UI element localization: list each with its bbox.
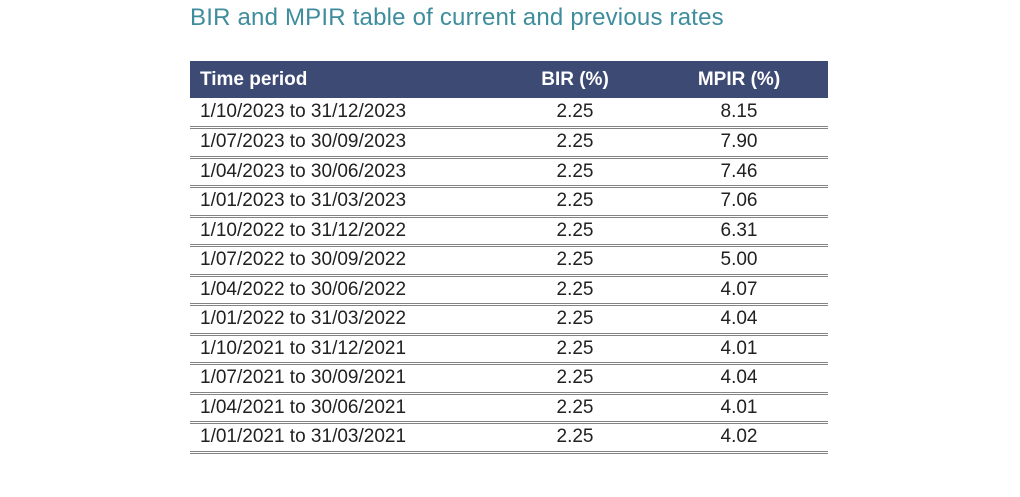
- cell-mpir: 6.31: [650, 216, 828, 247]
- column-header-time-period: Time period: [190, 61, 500, 98]
- cell-mpir: 4.07: [650, 275, 828, 306]
- cell-mpir: 4.01: [650, 393, 828, 424]
- cell-bir: 2.25: [500, 334, 650, 365]
- cell-time-period: 1/01/2023 to 31/03/2023: [190, 186, 500, 218]
- cell-bir: 2.25: [500, 186, 650, 218]
- table-row: 1/10/2023 to 31/12/2023 2.25 8.15: [190, 98, 828, 129]
- table-row: 1/01/2021 to 31/03/2021 2.25 4.02: [190, 422, 828, 454]
- cell-bir: 2.25: [500, 127, 650, 159]
- table-row: 1/10/2021 to 31/12/2021 2.25 4.01: [190, 334, 828, 365]
- cell-bir: 2.25: [500, 393, 650, 424]
- cell-mpir: 8.15: [650, 98, 828, 129]
- table-row: 1/04/2022 to 30/06/2022 2.25 4.07: [190, 275, 828, 306]
- table-header-row: Time period BIR (%) MPIR (%): [190, 61, 828, 98]
- page-title: BIR and MPIR table of current and previo…: [190, 4, 724, 31]
- cell-bir: 2.25: [500, 157, 650, 188]
- table-header: Time period BIR (%) MPIR (%): [190, 61, 828, 98]
- table-row: 1/01/2023 to 31/03/2023 2.25 7.06: [190, 186, 828, 218]
- cell-time-period: 1/04/2022 to 30/06/2022: [190, 275, 500, 306]
- cell-time-period: 1/07/2022 to 30/09/2022: [190, 245, 500, 277]
- table-row: 1/07/2022 to 30/09/2022 2.25 5.00: [190, 245, 828, 277]
- cell-mpir: 7.90: [650, 127, 828, 159]
- cell-time-period: 1/07/2023 to 30/09/2023: [190, 127, 500, 159]
- cell-mpir: 4.01: [650, 334, 828, 365]
- cell-bir: 2.25: [500, 98, 650, 129]
- table-row: 1/01/2022 to 31/03/2022 2.25 4.04: [190, 304, 828, 336]
- cell-bir: 2.25: [500, 422, 650, 454]
- table-row: 1/07/2021 to 30/09/2021 2.25 4.04: [190, 363, 828, 395]
- cell-time-period: 1/04/2021 to 30/06/2021: [190, 393, 500, 424]
- cell-bir: 2.25: [500, 363, 650, 395]
- cell-time-period: 1/04/2023 to 30/06/2023: [190, 157, 500, 188]
- table-row: 1/10/2022 to 31/12/2022 2.25 6.31: [190, 216, 828, 247]
- cell-bir: 2.25: [500, 245, 650, 277]
- cell-time-period: 1/10/2021 to 31/12/2021: [190, 334, 500, 365]
- cell-mpir: 4.04: [650, 363, 828, 395]
- cell-time-period: 1/07/2021 to 30/09/2021: [190, 363, 500, 395]
- cell-mpir: 5.00: [650, 245, 828, 277]
- cell-bir: 2.25: [500, 275, 650, 306]
- rates-table: Time period BIR (%) MPIR (%) 1/10/2023 t…: [190, 61, 828, 454]
- column-header-bir: BIR (%): [500, 61, 650, 98]
- cell-mpir: 7.46: [650, 157, 828, 188]
- cell-time-period: 1/10/2023 to 31/12/2023: [190, 98, 500, 129]
- table-row: 1/07/2023 to 30/09/2023 2.25 7.90: [190, 127, 828, 159]
- cell-bir: 2.25: [500, 304, 650, 336]
- cell-time-period: 1/01/2022 to 31/03/2022: [190, 304, 500, 336]
- table-row: 1/04/2021 to 30/06/2021 2.25 4.01: [190, 393, 828, 424]
- table-row: 1/04/2023 to 30/06/2023 2.25 7.46: [190, 157, 828, 188]
- rates-table-section: BIR and MPIR table of current and previo…: [190, 4, 828, 454]
- cell-mpir: 4.04: [650, 304, 828, 336]
- table-body: 1/10/2023 to 31/12/2023 2.25 8.15 1/07/2023…: [190, 98, 828, 454]
- column-header-mpir: MPIR (%): [650, 61, 828, 98]
- cell-time-period: 1/10/2022 to 31/12/2022: [190, 216, 500, 247]
- cell-mpir: 4.02: [650, 422, 828, 454]
- cell-bir: 2.25: [500, 216, 650, 247]
- cell-time-period: 1/01/2021 to 31/03/2021: [190, 422, 500, 454]
- cell-mpir: 7.06: [650, 186, 828, 218]
